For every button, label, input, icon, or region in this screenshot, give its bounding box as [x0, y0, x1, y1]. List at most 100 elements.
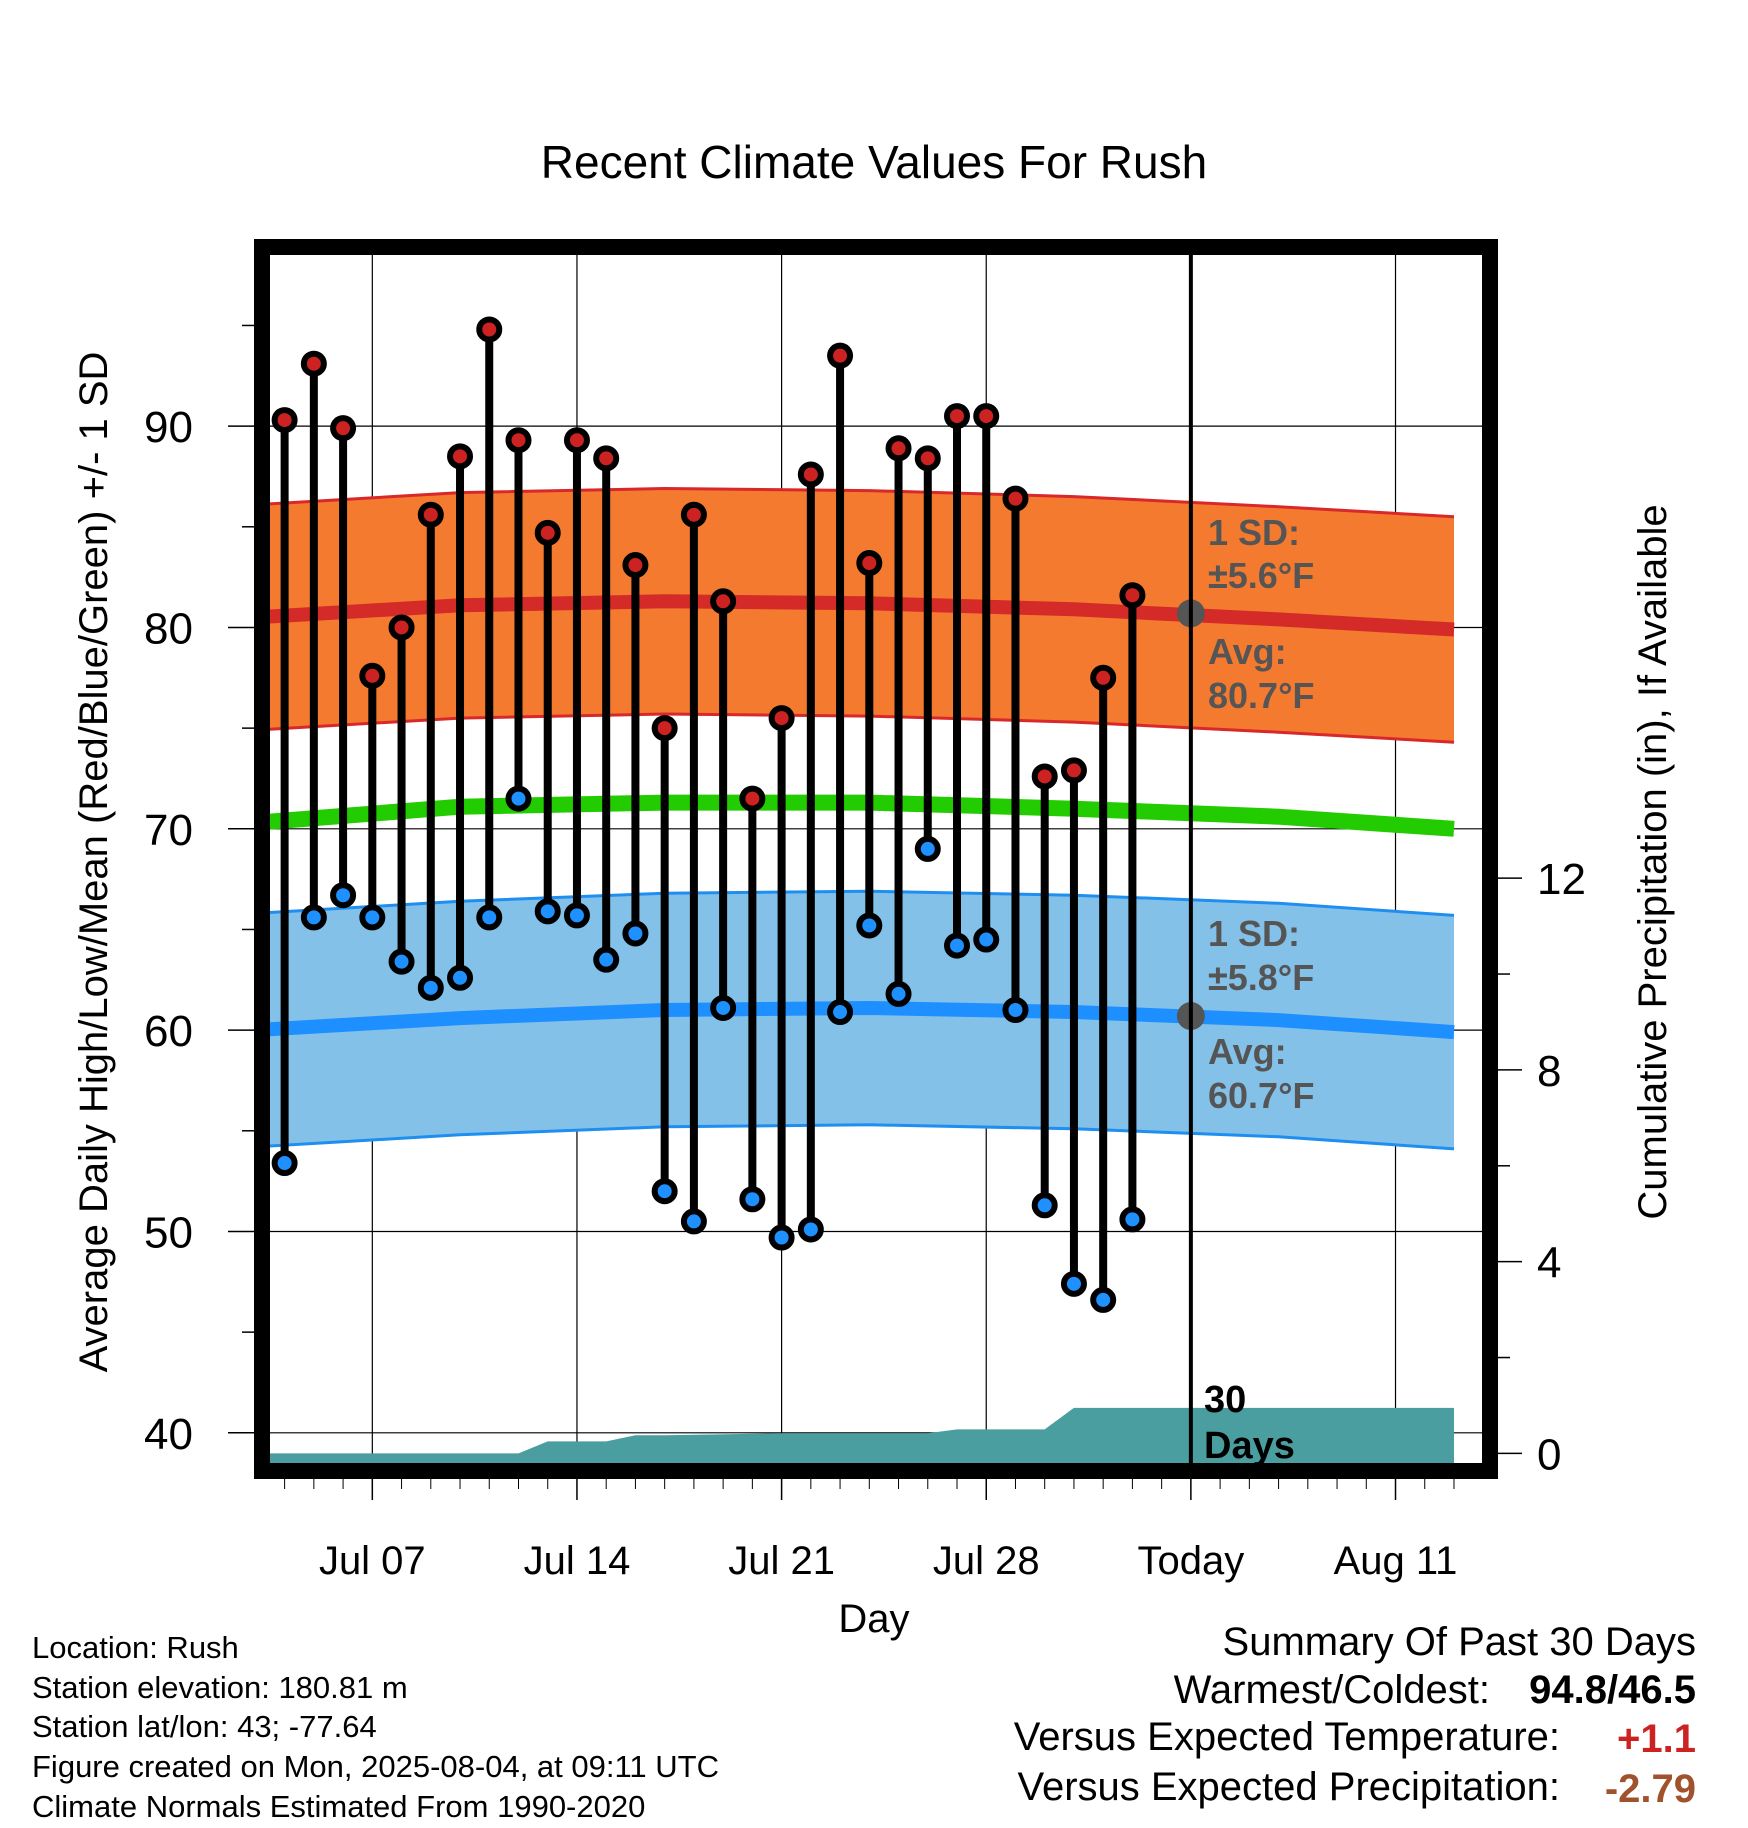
high-point	[973, 403, 1000, 430]
low-point	[359, 904, 386, 931]
precip-fill	[270, 1407, 1454, 1463]
low-point	[300, 904, 327, 931]
x-tick-label: Jul 28	[933, 1539, 1040, 1583]
high-point	[1090, 664, 1117, 691]
low-point	[505, 785, 532, 812]
high-point	[710, 588, 737, 615]
high-point	[359, 662, 386, 689]
footer-created: Figure created on Mon, 2025-08-04, at 09…	[32, 1749, 719, 1784]
y-axis-right: 0 4 8 12	[1497, 855, 1586, 1479]
low-point	[739, 1186, 766, 1213]
high-point	[593, 445, 620, 472]
high-point	[330, 415, 357, 442]
summary-temp-label: Versus Expected Temperature:	[1014, 1715, 1560, 1759]
y2-tick-label: 12	[1537, 855, 1586, 904]
low-sd-label: 1 SD:	[1208, 913, 1300, 954]
high-point	[827, 342, 854, 369]
high-point	[447, 443, 474, 470]
precip-area	[270, 1407, 1454, 1463]
low-sd-value: ±5.8°F	[1208, 957, 1314, 998]
low-sd-band	[270, 891, 1454, 1149]
high-annotation: 1 SD: ±5.6°F Avg: 80.7°F	[1208, 512, 1314, 716]
low-sd-lower-line	[270, 1123, 1455, 1151]
x-tick-label: Today	[1138, 1539, 1245, 1583]
daily-points	[271, 316, 1146, 1313]
low-point	[1119, 1206, 1146, 1233]
today-days-label-part: Days	[1204, 1425, 1295, 1467]
low-point	[680, 1208, 707, 1235]
high-point	[1031, 763, 1058, 790]
low-point	[885, 980, 912, 1007]
low-point	[973, 926, 1000, 953]
low-point	[651, 1178, 678, 1205]
x-tick-label: Aug 11	[1334, 1539, 1458, 1583]
high-point	[856, 550, 883, 577]
high-point	[1060, 757, 1087, 784]
high-point	[885, 435, 912, 462]
footer-info: Location: Rush Station elevation: 180.81…	[32, 1630, 719, 1824]
mean-normal-line	[270, 794, 1455, 837]
low-point	[622, 920, 649, 947]
low-point	[330, 882, 357, 909]
plot-frame	[254, 239, 1498, 1479]
y-tick-label: 80	[144, 604, 193, 653]
low-point	[856, 912, 883, 939]
high-point	[797, 461, 824, 488]
y-axis-label: Average Daily High/Low/Mean (Red/Blue/Gr…	[72, 352, 116, 1373]
x-axis-label: Day	[838, 1597, 909, 1641]
high-point	[768, 705, 795, 732]
today-days-label: 30 Days	[1204, 1379, 1295, 1467]
daily-stems	[280, 329, 1137, 1300]
high-avg-value: 80.7°F	[1208, 675, 1314, 716]
high-point	[680, 501, 707, 528]
low-normal-line	[270, 1000, 1455, 1040]
y-axis-left: 40 50 60 70 80 90	[144, 324, 255, 1459]
grid	[270, 255, 1482, 1463]
high-point	[388, 614, 415, 641]
footer-elevation: Station elevation: 180.81 m	[32, 1670, 408, 1705]
summary-warm-cold-value: 94.8/46.5	[1529, 1668, 1696, 1712]
low-point	[447, 964, 474, 991]
y2-tick-label: 4	[1537, 1239, 1561, 1288]
low-point	[534, 898, 561, 925]
x-axis: Jul 07 Jul 14 Jul 21 Jul 28 Today Aug 11	[284, 1479, 1458, 1583]
low-point	[914, 835, 941, 862]
low-point	[388, 948, 415, 975]
high-point	[651, 715, 678, 742]
high-point	[300, 350, 327, 377]
low-point	[944, 932, 971, 959]
high-sd-band	[270, 488, 1454, 743]
summary-precip-value: -2.79	[1605, 1767, 1696, 1811]
low-annotation: 1 SD: ±5.8°F Avg: 60.7°F	[1208, 913, 1314, 1116]
y2-tick-label: 8	[1537, 1047, 1561, 1096]
high-point	[417, 501, 444, 528]
footer-latlon: Station lat/lon: 43; -77.64	[32, 1709, 377, 1744]
x-tick-label: Jul 07	[319, 1539, 426, 1583]
y-tick-label: 70	[144, 806, 193, 855]
low-point	[797, 1216, 824, 1243]
chart-title: Recent Climate Values For Rush	[541, 136, 1207, 188]
today-days-label-part: 30	[1204, 1379, 1246, 1421]
high-point	[505, 427, 532, 454]
low-point	[476, 904, 503, 931]
high-point	[271, 407, 298, 434]
low-point	[417, 974, 444, 1001]
y-tick-label: 50	[144, 1208, 193, 1257]
summary-title: Summary Of Past 30 Days	[1223, 1620, 1696, 1664]
low-point	[1002, 997, 1029, 1023]
high-sd-value: ±5.6°F	[1208, 555, 1314, 596]
low-point	[1031, 1192, 1058, 1219]
high-point	[534, 519, 561, 546]
low-point	[1090, 1286, 1117, 1313]
summary-temp-value: +1.1	[1617, 1717, 1696, 1761]
high-point	[739, 785, 766, 812]
y2-tick-label: 0	[1537, 1430, 1561, 1479]
high-point	[944, 403, 971, 430]
high-sd-label: 1 SD:	[1208, 512, 1300, 553]
low-point	[827, 999, 854, 1026]
summary-panel: Summary Of Past 30 Days Warmest/Coldest:…	[1014, 1620, 1696, 1811]
low-point	[271, 1150, 298, 1177]
high-point	[1119, 582, 1146, 609]
low-point	[563, 902, 590, 929]
